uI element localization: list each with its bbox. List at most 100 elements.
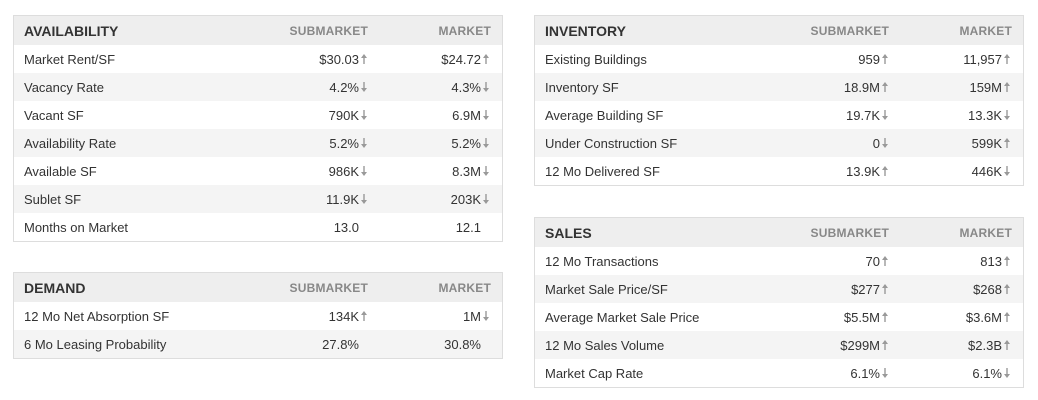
demand-header: DEMAND SUBMARKET MARKET [14, 273, 502, 302]
market-cell: 13.3K [891, 108, 1013, 123]
table-row: 6 Mo Leasing Probability 27.8% 30.8% [14, 330, 502, 358]
submarket-value: 134K [328, 308, 359, 324]
market-cell: 599K [891, 136, 1013, 151]
row-label: Sublet SF [24, 191, 82, 207]
market-cell: 4.3% [370, 80, 492, 95]
submarket-cell: 27.8% [220, 337, 370, 352]
inventory-header: INVENTORY SUBMARKET MARKET [535, 16, 1023, 45]
arrow-up-icon [882, 340, 891, 350]
arrow-up-icon [1004, 138, 1013, 148]
row-label: 12 Mo Sales Volume [545, 337, 665, 353]
arrow-down-icon [483, 110, 492, 120]
submarket-value: 959 [858, 51, 880, 67]
market-value: 12.1 [455, 219, 481, 235]
submarket-cell: 0 [741, 136, 891, 151]
row-label: 12 Mo Delivered SF [545, 163, 660, 179]
column-header-market: MARKET [959, 23, 1012, 38]
table-row: Sublet SF 11.9K 203K [14, 185, 502, 213]
row-label: Vacancy Rate [24, 79, 104, 95]
arrow-up-icon [1004, 256, 1013, 266]
arrow-down-icon [483, 166, 492, 176]
availability-title: AVAILABILITY [24, 22, 119, 39]
arrow-down-icon [483, 138, 492, 148]
market-cell: 12.1 [370, 220, 492, 235]
submarket-value: 18.9M [843, 79, 880, 95]
market-value: 599K [971, 135, 1002, 151]
submarket-cell: $277 [741, 282, 891, 297]
submarket-value: $277 [851, 281, 880, 297]
arrow-down-icon [1004, 110, 1013, 120]
arrow-up-icon [882, 284, 891, 294]
column-header-market: MARKET [959, 225, 1012, 240]
submarket-value: 986K [328, 163, 359, 179]
arrow-up-icon [1004, 312, 1013, 322]
market-cell: 203K [370, 192, 492, 207]
row-label: Inventory SF [545, 79, 619, 95]
submarket-cell: 5.2% [220, 136, 370, 151]
arrow-up-icon [361, 54, 370, 64]
market-cell: 5.2% [370, 136, 492, 151]
table-row: Months on Market 13.0 12.1 [14, 213, 502, 241]
submarket-value: 70 [865, 253, 880, 269]
demand-panel: DEMAND SUBMARKET MARKET 12 Mo Net Absorptio… [13, 272, 503, 359]
column-header-submarket: SUBMARKET [289, 280, 368, 295]
market-cell: 159M [891, 80, 1013, 95]
submarket-value: 790K [328, 107, 359, 123]
market-value: 11,957 [963, 51, 1002, 67]
submarket-cell: 18.9M [741, 80, 891, 95]
column-header-submarket: SUBMARKET [289, 23, 368, 38]
table-row: Vacancy Rate 4.2% 4.3% [14, 73, 502, 101]
market-cell: $268 [891, 282, 1013, 297]
table-row: 12 Mo Delivered SF 13.9K 446K [535, 157, 1023, 185]
market-cell: $3.6M [891, 310, 1013, 325]
arrow-down-icon [483, 82, 492, 92]
market-cell: 6.9M [370, 108, 492, 123]
market-value: $24.72 [441, 51, 481, 67]
submarket-value: 0 [872, 135, 880, 151]
arrow-up-icon [1004, 54, 1013, 64]
table-row: Market Cap Rate 6.1% 6.1% [535, 359, 1023, 387]
column-header-market: MARKET [438, 23, 491, 38]
submarket-value: 19.7K [846, 107, 880, 123]
submarket-cell: 4.2% [220, 80, 370, 95]
row-label: Average Market Sale Price [545, 309, 700, 325]
table-row: Availability Rate 5.2% 5.2% [14, 129, 502, 157]
arrow-down-icon [1004, 166, 1013, 176]
arrow-down-icon [361, 138, 370, 148]
submarket-cell: $30.03 [220, 52, 370, 67]
row-label: Months on Market [24, 219, 129, 235]
arrow-down-icon [361, 110, 370, 120]
table-row: Market Sale Price/SF $277 $268 [535, 275, 1023, 303]
table-row: 12 Mo Sales Volume $299M $2.3B [535, 331, 1023, 359]
submarket-cell: 13.0 [220, 220, 370, 235]
submarket-cell: $299M [741, 338, 891, 353]
submarket-cell: 6.1% [741, 366, 891, 381]
row-label: Availability Rate [24, 135, 117, 151]
submarket-cell: 11.9K [220, 192, 370, 207]
market-cell: 6.1% [891, 366, 1013, 381]
submarket-value: 27.8% [322, 336, 359, 352]
submarket-value: $299M [840, 337, 880, 353]
market-value: 159M [969, 79, 1002, 95]
market-value: 6.9M [452, 107, 481, 123]
arrow-down-icon [483, 194, 492, 204]
market-value: 203K [450, 191, 481, 207]
market-value: $268 [973, 281, 1002, 297]
demand-title: DEMAND [24, 279, 86, 296]
column-header-submarket: SUBMARKET [810, 23, 889, 38]
arrow-up-icon [882, 256, 891, 266]
arrow-up-icon [882, 312, 891, 322]
submarket-cell: 790K [220, 108, 370, 123]
row-label: Market Cap Rate [545, 365, 644, 381]
market-cell: 813 [891, 254, 1013, 269]
table-row: 12 Mo Net Absorption SF 134K 1M [14, 302, 502, 330]
table-row: Market Rent/SF $30.03 $24.72 [14, 45, 502, 73]
arrow-down-icon [361, 194, 370, 204]
arrow-up-icon [882, 54, 891, 64]
market-value: $2.3B [968, 337, 1002, 353]
column-header-market: MARKET [438, 280, 491, 295]
submarket-value: 6.1% [850, 365, 880, 381]
arrow-up-icon [483, 54, 492, 64]
submarket-value: 13.9K [846, 163, 880, 179]
table-row: Existing Buildings 959 11,957 [535, 45, 1023, 73]
